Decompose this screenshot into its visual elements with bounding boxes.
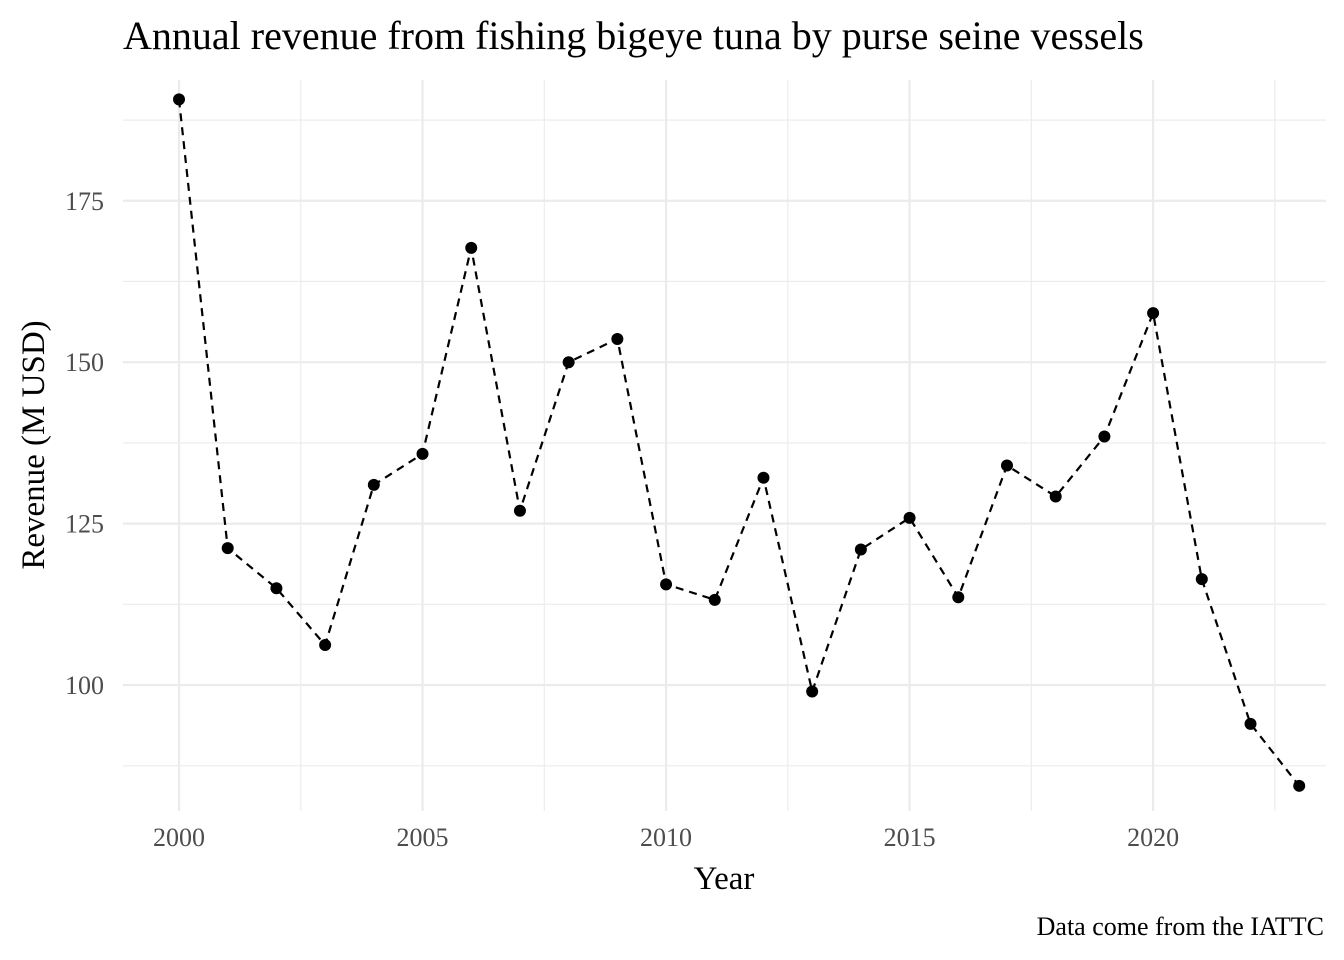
grid bbox=[123, 80, 1326, 811]
data-point bbox=[854, 543, 867, 556]
data-point bbox=[513, 504, 526, 517]
y-axis-title: Revenue (M USD) bbox=[16, 320, 52, 569]
series-revenue bbox=[177, 99, 1301, 787]
chart-caption: Data come from the IATTC bbox=[1037, 912, 1324, 941]
y-tick-label: 100 bbox=[65, 671, 104, 700]
chart-title: Annual revenue from fishing bigeye tuna … bbox=[123, 13, 1144, 58]
data-points bbox=[173, 93, 1306, 792]
y-tick-label: 150 bbox=[65, 348, 104, 377]
y-tick-label: 125 bbox=[65, 510, 104, 539]
data-point bbox=[1000, 459, 1013, 472]
data-point bbox=[806, 685, 819, 698]
data-point bbox=[1147, 307, 1160, 320]
data-point bbox=[611, 332, 624, 345]
x-tick-label: 2005 bbox=[397, 823, 449, 852]
data-point bbox=[1098, 430, 1111, 443]
data-point bbox=[1244, 717, 1257, 730]
data-point bbox=[319, 639, 332, 652]
series-line bbox=[177, 99, 1301, 787]
data-point bbox=[1049, 490, 1062, 503]
data-point bbox=[903, 511, 916, 524]
data-point bbox=[562, 356, 575, 369]
x-axis-ticks: 2000 2005 2010 2015 2020 bbox=[153, 823, 1179, 852]
x-tick-label: 2010 bbox=[640, 823, 692, 852]
data-point bbox=[1195, 573, 1208, 586]
y-axis-ticks: 100 125 150 175 bbox=[65, 187, 104, 700]
data-point bbox=[757, 471, 770, 484]
x-tick-label: 2020 bbox=[1127, 823, 1179, 852]
data-point bbox=[367, 478, 380, 491]
x-axis-title: Year bbox=[694, 861, 755, 897]
data-point bbox=[708, 593, 721, 606]
data-point bbox=[1293, 779, 1306, 792]
data-point bbox=[221, 542, 234, 555]
data-point bbox=[173, 93, 186, 106]
x-tick-label: 2015 bbox=[884, 823, 936, 852]
data-point bbox=[465, 241, 478, 254]
data-point bbox=[416, 447, 429, 460]
data-point bbox=[952, 591, 965, 604]
data-point bbox=[660, 578, 673, 591]
x-tick-label: 2000 bbox=[153, 823, 205, 852]
y-tick-label: 175 bbox=[65, 187, 104, 216]
data-point bbox=[270, 582, 283, 595]
